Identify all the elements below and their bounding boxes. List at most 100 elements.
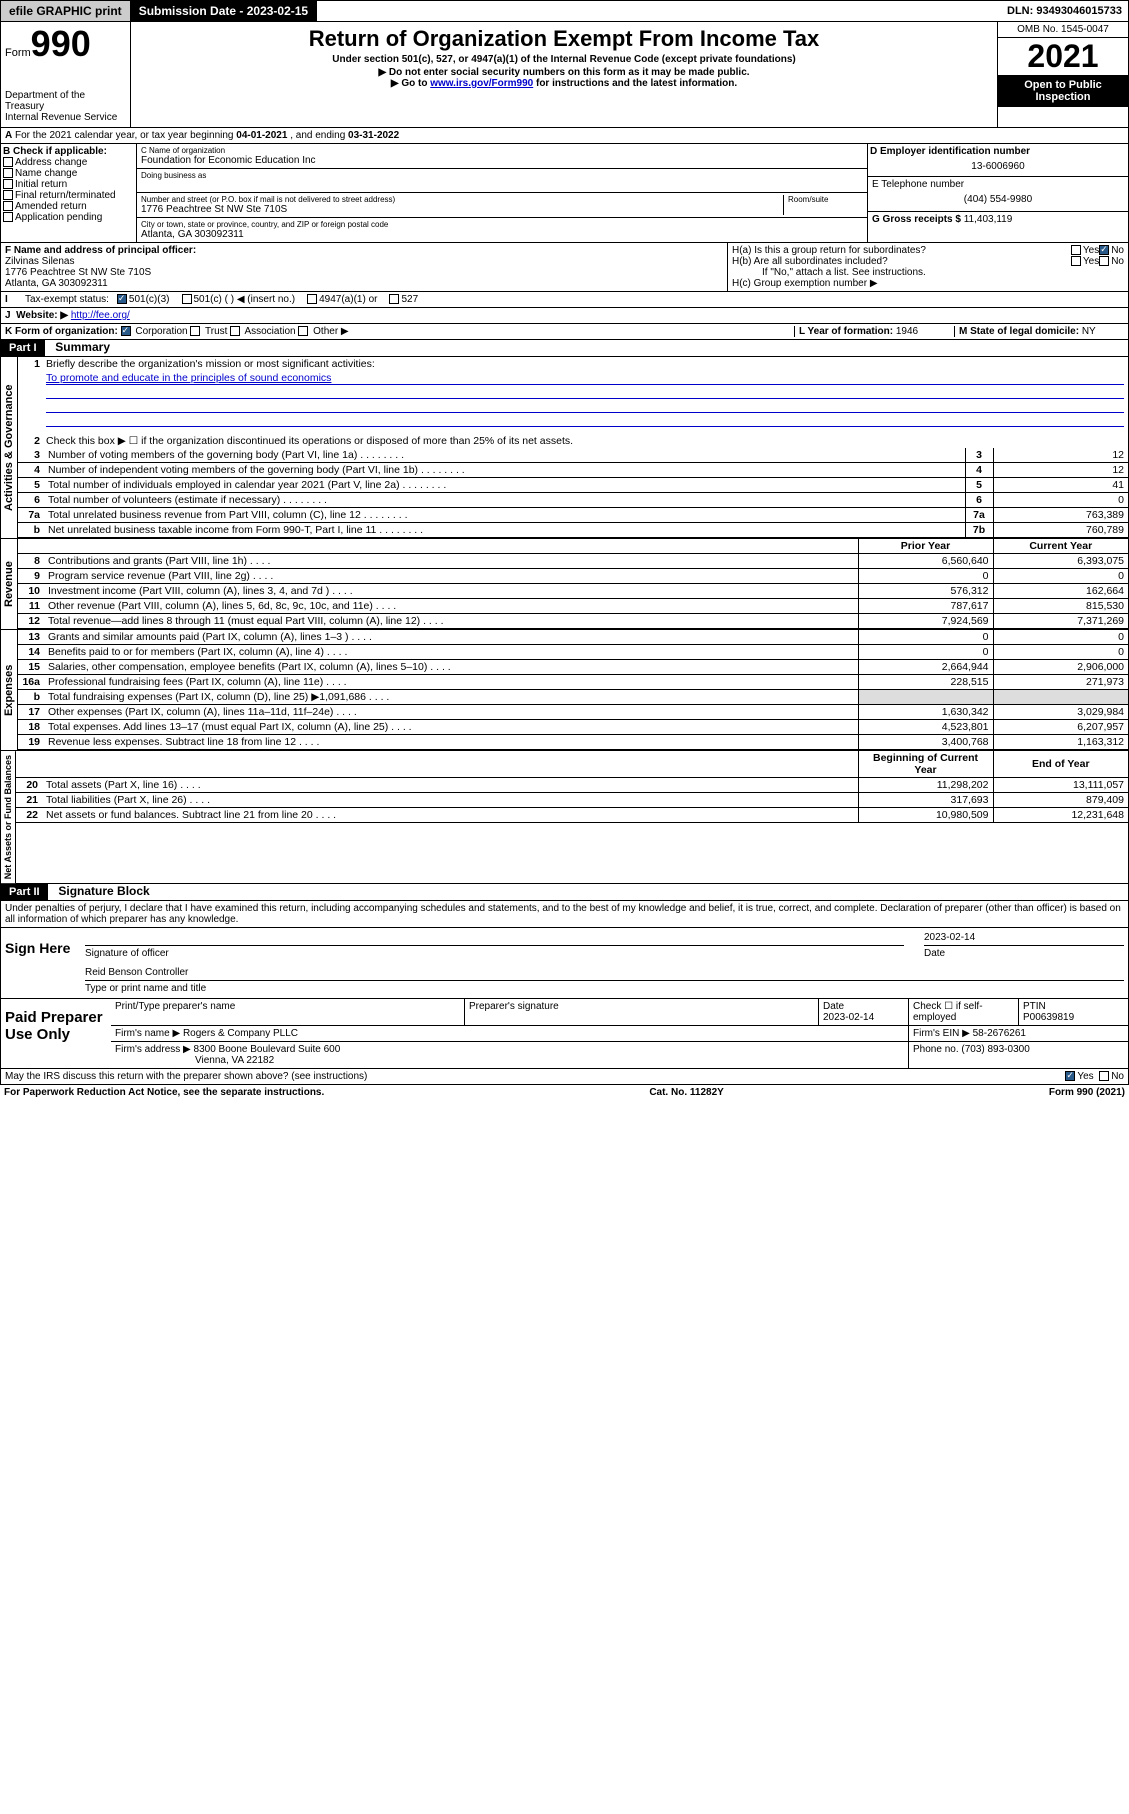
firm-ein: 58-2676261 (973, 1028, 1026, 1039)
line-num: 15 (18, 660, 44, 675)
hb-yes-checkbox[interactable] (1071, 256, 1081, 266)
trust-checkbox[interactable] (190, 326, 200, 336)
h-c: H(c) Group exemption number ▶ (732, 278, 1124, 289)
pending-checkbox[interactable] (3, 212, 13, 222)
b-label: B Check if applicable: (3, 146, 107, 157)
ptin: P00639819 (1023, 1012, 1074, 1023)
line-desc: Number of independent voting members of … (44, 463, 965, 478)
inspection-badge: Open to Public Inspection (998, 75, 1128, 107)
line-num: 18 (18, 720, 44, 735)
current-val (993, 690, 1128, 705)
part2-label: Part II (1, 884, 48, 900)
line-desc: Investment income (Part VIII, column (A)… (44, 584, 858, 599)
name-change-checkbox[interactable] (3, 168, 13, 178)
efile-button[interactable]: efile GRAPHIC print (1, 1, 131, 21)
m-label: M State of legal domicile: (959, 326, 1082, 337)
sig-line[interactable] (85, 932, 904, 946)
submission-date: Submission Date - 2023-02-15 (131, 1, 317, 21)
line-desc: Total expenses. Add lines 13–17 (must eq… (44, 720, 858, 735)
col-de: D Employer identification number 13-6006… (868, 144, 1128, 242)
phone: (404) 554-9980 (872, 190, 1124, 209)
firm-name: Rogers & Company PLLC (183, 1028, 298, 1039)
inst2-pre: ▶ Go to (391, 78, 430, 89)
officer-addr1: 1776 Peachtree St NW Ste 710S (5, 267, 723, 278)
line-num: b (18, 690, 44, 705)
hb-no-checkbox[interactable] (1099, 256, 1109, 266)
current-val: 7,371,269 (993, 614, 1128, 629)
sign-here-label: Sign Here (1, 928, 81, 998)
date-label: Date (924, 948, 1124, 959)
inst-2: ▶ Go to www.irs.gov/Form990 for instruct… (139, 78, 989, 89)
line-box: 6 (965, 493, 993, 508)
inst2-post: for instructions and the latest informat… (533, 78, 737, 89)
i-o4: 527 (401, 294, 418, 305)
opt-addr: Address change (15, 157, 87, 168)
prep-sig-label: Preparer's signature (464, 999, 818, 1025)
may-irs-row: May the IRS discuss this return with the… (0, 1069, 1129, 1085)
vlabel-net: Net Assets or Fund Balances (1, 751, 16, 883)
officer-name: Zilvinas Silenas (5, 256, 723, 267)
irs-link[interactable]: www.irs.gov/Form990 (430, 78, 533, 89)
opt-pending: Application pending (15, 212, 102, 223)
line-num: 21 (16, 793, 42, 808)
line-val: 12 (993, 463, 1128, 478)
revenue-section: Revenue Prior YearCurrent Year 8Contribu… (0, 539, 1129, 630)
i-row: I Tax-exempt status: 501(c)(3) 501(c) ( … (0, 292, 1129, 308)
prior-val: 0 (858, 630, 993, 645)
line-desc: Total fundraising expenses (Part IX, col… (44, 690, 858, 705)
irs-yes-checkbox[interactable] (1065, 1071, 1075, 1081)
prior-val: 0 (858, 569, 993, 584)
irs-no-checkbox[interactable] (1099, 1071, 1109, 1081)
prior-val: 3,400,768 (858, 735, 993, 750)
501c-checkbox[interactable] (182, 294, 192, 304)
irs-no: No (1111, 1071, 1124, 1082)
col-b-checkboxes: B Check if applicable: Address change Na… (1, 144, 136, 242)
line-desc: Revenue less expenses. Subtract line 18 … (44, 735, 858, 750)
col-c-org: C Name of organization Foundation for Ec… (136, 144, 868, 242)
opt-amended: Amended return (15, 201, 87, 212)
final-checkbox[interactable] (3, 190, 13, 200)
f-h-block: F Name and address of principal officer:… (0, 243, 1129, 292)
sig-officer-label: Signature of officer (85, 948, 904, 959)
501c3-checkbox[interactable] (117, 294, 127, 304)
line-desc: Program service revenue (Part VIII, line… (44, 569, 858, 584)
may-irs-text: May the IRS discuss this return with the… (5, 1071, 1065, 1082)
website-link[interactable]: http://fee.org/ (71, 310, 130, 321)
form-number: 990 (31, 23, 91, 64)
header-right: OMB No. 1545-0047 2021 Open to Public In… (998, 22, 1128, 127)
line-box: 5 (965, 478, 993, 493)
amended-checkbox[interactable] (3, 201, 13, 211)
ha-no-checkbox[interactable] (1099, 245, 1109, 255)
4947-checkbox[interactable] (307, 294, 317, 304)
prior-val: 6,560,640 (858, 554, 993, 569)
527-checkbox[interactable] (389, 294, 399, 304)
exp-table: 13Grants and similar amounts paid (Part … (18, 630, 1128, 750)
ha-yes-checkbox[interactable] (1071, 245, 1081, 255)
addr-change-checkbox[interactable] (3, 157, 13, 167)
current-val: 6,393,075 (993, 554, 1128, 569)
line-desc: Grants and similar amounts paid (Part IX… (44, 630, 858, 645)
prior-val: 228,515 (858, 675, 993, 690)
part2-header: Part II Signature Block (0, 884, 1129, 901)
ein: 13-6006960 (870, 157, 1126, 176)
j-label: Website: ▶ (16, 310, 71, 321)
current-val: 3,029,984 (993, 705, 1128, 720)
l2-text: Check this box ▶ ☐ if the organization d… (46, 435, 1124, 447)
assoc-checkbox[interactable] (230, 326, 240, 336)
net-table: Beginning of Current YearEnd of Year 20T… (16, 751, 1128, 823)
officer-typed-name: Reid Benson Controller (85, 967, 1124, 981)
expenses-section: Expenses 13Grants and similar amounts pa… (0, 630, 1129, 751)
city: Atlanta, GA 303092311 (141, 229, 863, 240)
line-val: 12 (993, 448, 1128, 463)
line-num: 20 (16, 778, 42, 793)
dln: DLN: 93493046015733 (1001, 3, 1128, 19)
other-checkbox[interactable] (298, 326, 308, 336)
blank-line (46, 387, 1124, 399)
current-val: 271,973 (993, 675, 1128, 690)
current-val: 1,163,312 (993, 735, 1128, 750)
initial-checkbox[interactable] (3, 179, 13, 189)
prior-val: 576,312 (858, 584, 993, 599)
line-val: 0 (993, 493, 1128, 508)
corp-checkbox[interactable] (121, 326, 131, 336)
line-num: 9 (18, 569, 44, 584)
